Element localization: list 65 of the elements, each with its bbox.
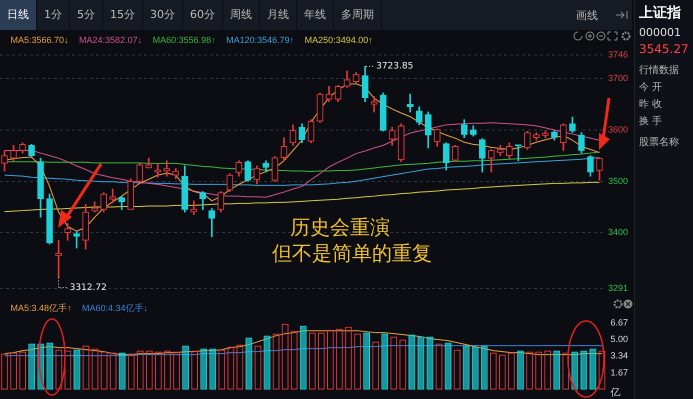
text: MA5:3.48亿手↑	[10, 302, 72, 313]
annotation: 但不是简单的重复	[272, 240, 432, 267]
bar	[28, 344, 36, 390]
bar	[571, 352, 578, 390]
text: MA250:3494.00↑	[304, 34, 373, 45]
y-tick-label: 3291	[608, 283, 628, 294]
bar	[480, 346, 488, 390]
y-axis-title: 亿	[609, 388, 620, 399]
bar	[46, 342, 54, 390]
text: MA120:3546.79↑	[226, 34, 294, 45]
text: 周线	[223, 0, 260, 30]
bar	[118, 352, 126, 390]
text: 15分	[103, 0, 143, 30]
bar	[200, 348, 208, 390]
text: 1分	[37, 0, 70, 30]
bar	[580, 350, 588, 390]
bar	[517, 350, 524, 390]
text: 换 手	[639, 114, 662, 128]
text: MA24:3582.07↓	[79, 34, 142, 45]
y-tick-label: 3400	[608, 227, 628, 238]
bar	[182, 346, 189, 390]
text: 000001	[639, 26, 681, 39]
y-tick-label: 5.00	[610, 334, 628, 344]
y-tick-label: 6.67	[610, 317, 628, 328]
text: 多周期	[334, 0, 382, 30]
bar	[300, 326, 307, 390]
text: 3545.27	[639, 42, 689, 56]
annotation: 3723.85	[376, 62, 414, 72]
bar	[590, 348, 596, 390]
text: 日线	[0, 0, 37, 30]
text: 60分	[183, 0, 223, 30]
bar	[74, 350, 80, 390]
bar	[553, 350, 560, 390]
bar	[246, 338, 252, 390]
text: 股票名称	[639, 136, 679, 149]
text: 年线	[297, 0, 334, 30]
bar	[264, 336, 270, 390]
y-tick-label: 3600	[608, 124, 628, 134]
bar	[209, 348, 216, 390]
text: 月线	[260, 0, 297, 30]
text: MA5:3566.70↓	[10, 34, 69, 45]
y-tick-label: 1.67	[610, 367, 628, 378]
text: 画线	[576, 8, 598, 23]
y-tick-label: 3700	[608, 73, 628, 84]
y-tick-label: 3.34	[610, 350, 628, 361]
text: MA60:3556.98↑	[152, 34, 216, 45]
annotation: 3312.72	[70, 282, 107, 293]
bar	[426, 336, 434, 390]
bar	[472, 346, 479, 390]
text: 行情数据	[639, 64, 679, 77]
text: MA60:4.34亿手↓	[82, 302, 148, 313]
text: 今 开	[639, 81, 662, 94]
y-tick-label: 3500	[608, 176, 628, 186]
bar	[381, 334, 388, 390]
bar	[418, 336, 424, 390]
text: 5分	[70, 0, 103, 30]
text: 30分	[143, 0, 183, 30]
annotation: 历史会重演	[290, 214, 390, 241]
y-tick-label: 3746	[608, 49, 628, 60]
text: 上证指	[639, 4, 681, 22]
bar	[408, 334, 416, 390]
bar	[444, 342, 452, 390]
text: 昨 收	[639, 98, 662, 111]
bar	[462, 346, 470, 390]
bar	[363, 332, 370, 390]
